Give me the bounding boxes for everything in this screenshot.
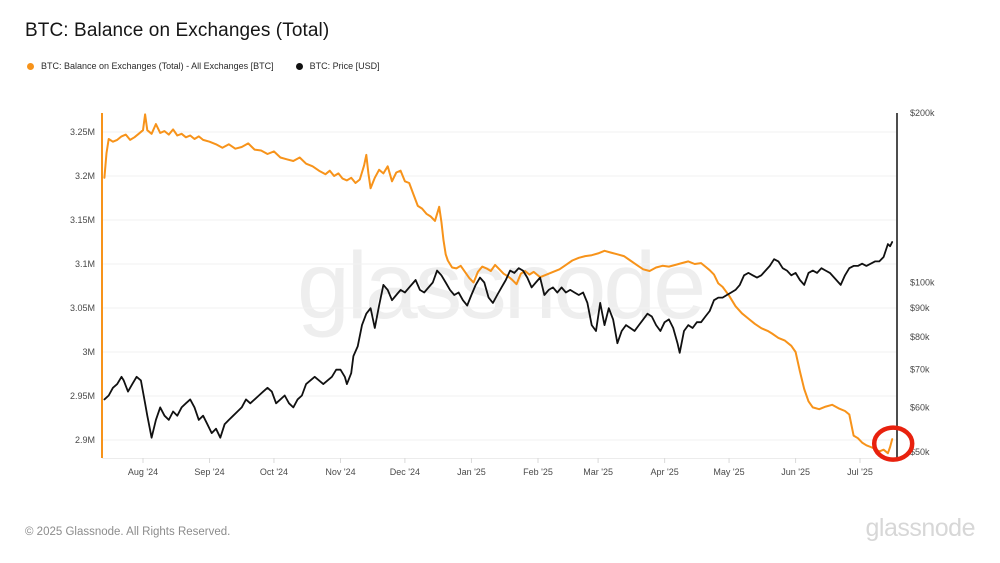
balance-series-line <box>103 113 894 455</box>
left-axis-tick-label: 3.2M <box>75 171 95 181</box>
right-axis-tick-label: $80k <box>910 332 930 342</box>
x-axis-tick-label: Dec '24 <box>390 467 420 477</box>
highlight-circle-annotation <box>871 425 915 462</box>
legend-label-balance: BTC: Balance on Exchanges (Total) - All … <box>41 61 274 71</box>
left-axis-tick-label: 2.95M <box>70 391 95 401</box>
right-axis-tick-label: $70k <box>910 365 930 375</box>
x-axis-tick-label: Nov '24 <box>325 467 355 477</box>
left-axis-tick-label: 3.25M <box>70 127 95 137</box>
x-axis-tick-label: Mar '25 <box>583 467 613 477</box>
x-axis-ticks <box>142 458 861 463</box>
left-axis-tick-label: 3.1M <box>75 259 95 269</box>
x-axis-tick-label: May '25 <box>713 467 744 477</box>
right-axis-tick-label: $60k <box>910 402 930 412</box>
right-axis-tick-label: $50k <box>910 447 930 457</box>
legend: BTC: Balance on Exchanges (Total) - All … <box>27 61 380 71</box>
x-axis-tick-label: Jul '25 <box>847 467 873 477</box>
left-axis-tick-label: 3M <box>82 347 95 357</box>
left-axis-tick-label: 3.05M <box>70 303 95 313</box>
x-axis-tick-label: Apr '25 <box>651 467 679 477</box>
copyright-text: © 2025 Glassnode. All Rights Reserved. <box>25 526 231 538</box>
price-series-line <box>103 241 894 439</box>
right-axis-tick-label: $100k <box>910 277 935 287</box>
right-axis-tick-label: $90k <box>910 303 930 313</box>
right-axis-tick-label: $200k <box>910 108 935 118</box>
x-axis-tick-label: Aug '24 <box>128 467 158 477</box>
x-axis-tick-label: Oct '24 <box>260 467 288 477</box>
left-axis-tick-label: 2.9M <box>75 435 95 445</box>
glassnode-logo: glassnode <box>865 514 976 542</box>
legend-item-balance[interactable]: BTC: Balance on Exchanges (Total) - All … <box>27 61 274 71</box>
right-axis-labels: $200k $100k $90k $80k $70k $60k $50k <box>910 108 935 457</box>
left-axis-labels: 3.25M 3.2M 3.15M 3.1M 3.05M 3M 2.95M 2.9M <box>70 127 95 445</box>
x-axis-tick-label: Sep '24 <box>194 467 224 477</box>
x-axis-tick-label: Jun '25 <box>781 467 810 477</box>
legend-label-price: BTC: Price [USD] <box>309 61 380 71</box>
x-axis-tick-label: Jan '25 <box>457 467 486 477</box>
left-axis-tick-label: 3.15M <box>70 215 95 225</box>
legend-item-price[interactable]: BTC: Price [USD] <box>295 61 380 71</box>
price-series-dot-icon <box>295 62 303 70</box>
page-title: BTC: Balance on Exchanges (Total) <box>25 20 330 41</box>
x-axis-labels: Aug '24 Sep '24 Oct '24 Nov '24 Dec '24 Jan '… <box>128 467 873 477</box>
x-axis-tick-label: Feb '25 <box>523 467 553 477</box>
balance-series-dot-icon <box>27 62 34 70</box>
gridlines <box>102 131 897 441</box>
